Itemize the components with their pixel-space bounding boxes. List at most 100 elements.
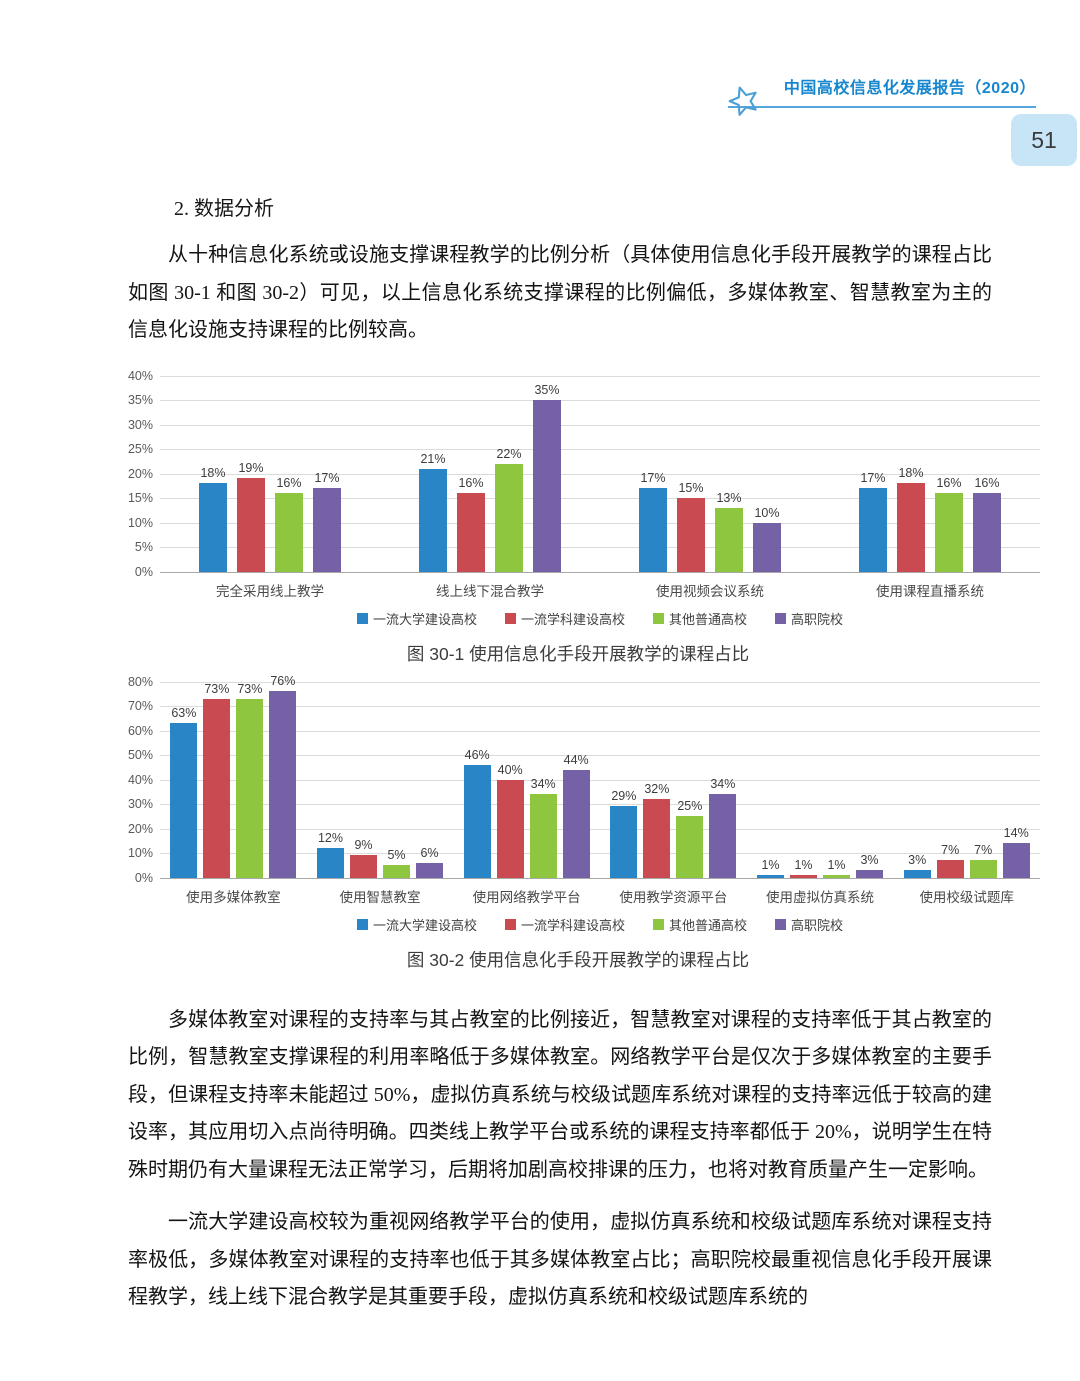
gridline [160,779,1040,781]
bar-wrap: 34% [709,682,737,878]
bar-wrap: 7% [969,682,997,878]
y-tick-label: 0% [134,564,153,579]
bar-value-label: 5% [387,848,406,863]
bar [823,875,851,878]
bar [643,799,671,878]
legend-item: 一流学科建设高校 [504,609,625,628]
bar-wrap: 44% [562,682,590,878]
bar-value-label: 14% [1003,826,1029,841]
bar-wrap: 21% [419,376,447,572]
bar-group: 12% 9% 5% 6% [307,682,454,878]
bar [936,860,964,878]
x-category-label: 完全采用线上教学 [216,583,324,599]
bar-value-label: 19% [238,461,264,476]
y-tick-label: 5% [134,540,153,554]
bar-value-label: 18% [898,466,924,481]
legend-label: 一流学科建设高校 [520,611,625,627]
bar-group: 21% 16% 22% 35% [380,376,600,572]
chart-body: 80% 70% 60% 50% 40% 30% 20% 10% 0% 63% 73% 73% 76% 12… [116,674,1040,934]
bar [496,779,524,878]
bar [495,463,523,572]
plot-column: 18% 19% 16% 17% 21% 16% 22% 35% 17% 15% 13% 10% 17% 1… [160,375,1040,628]
bar-wrap: 18% [199,376,227,572]
y-tick-label: 80% [127,674,153,689]
y-tick-label: 10% [127,846,153,860]
bar-value-label: 15% [678,481,704,495]
bar [203,698,231,878]
bar-wrap: 73% [203,682,231,878]
legend-label: 其他普通高校 [669,917,748,933]
y-tick-label: 10% [127,515,153,530]
bar [529,794,557,878]
legend-item: 一流大学建设高校 [356,915,477,934]
bar [715,507,743,572]
legend-swatch [653,918,664,930]
bar-wrap: 12% [317,682,344,878]
bar-wrap: 1% [823,682,851,878]
gridline [160,681,1040,683]
bar-wrap: 16% [935,376,963,572]
x-category-label: 使用网络教学平台 [472,889,581,905]
bar-wrap: 17% [313,376,341,572]
bar-value-label: 17% [314,471,340,486]
bar-value-label: 16% [974,476,1000,491]
legend-swatch [653,612,664,624]
bar-value-label: 46% [464,747,490,762]
bar [416,862,443,878]
bar-value-label: 16% [458,476,484,491]
legend-label: 一流学科建设高校 [520,917,625,933]
bar-groups: 63% 73% 73% 76% 12% 9% 5% 6% 46% 40% 34% 44% 29% 32% 2… [160,674,1040,878]
bar-wrap: 16% [457,376,485,572]
report-title: 中国高校信息化发展报告（2020） [783,80,1036,97]
bar [757,875,785,878]
paragraph-analysis-1: 多媒体教室对课程的支持率与其占教室的比例接近，智慧教室对课程的支持率低于其占教室… [128,1008,992,1181]
bar-wrap: 7% [936,682,964,878]
bar-wrap: 3% [856,682,884,878]
gridline [160,828,1040,830]
bar-wrap: 1% [757,682,785,878]
gridline [160,375,1040,377]
figure-30-1-caption: 图 30-1 使用信息化手段开展教学的课程占比 [406,643,750,664]
gridline [160,755,1040,756]
paragraph-intro: 从十种信息化系统或设施支撑课程教学的比例分析（具体使用信息化手段开展教学的课程占… [128,244,992,341]
bar-wrap: 32% [643,682,671,878]
bar-value-label: 16% [936,476,962,491]
bar-wrap: 63% [170,682,198,878]
y-tick-label: 30% [127,797,153,811]
y-axis: 40% 35% 30% 25% 20% 15% 10% 5% 0% [116,369,160,579]
bar-wrap: 9% [350,682,377,878]
bar-value-label: 34% [530,777,556,792]
bar [562,769,590,878]
legend-item: 其他普通高校 [653,609,747,628]
chart-body: 40% 35% 30% 25% 20% 15% 10% 5% 0% 18% 19% 16% 17% 21%… [116,369,1040,628]
bar [709,794,737,878]
bar [903,870,931,878]
legend-item: 其他普通高校 [653,915,747,934]
bar-group: 29% 32% 25% 34% [600,682,747,878]
y-tick-label: 25% [127,442,153,456]
y-tick-label: 35% [127,393,153,407]
bar [973,493,1001,572]
bar-value-label: 22% [496,446,522,461]
bar [856,870,884,878]
x-axis-labels: 完全采用线上教学 线上线下混合教学 使用视频会议系统 使用课程直播系统 [160,580,1040,600]
bar [677,498,705,572]
bar [275,493,303,572]
bar [935,493,963,572]
bar-value-label: 1% [794,858,813,873]
bar-wrap: 34% [529,682,557,878]
bar-wrap: 14% [1002,682,1030,878]
gridline [160,400,1040,401]
bar-wrap: 73% [236,682,264,878]
y-tick-label: 40% [127,368,153,383]
bar [457,493,485,572]
chart-plot: 63% 73% 73% 76% 12% 9% 5% 6% 46% 40% 34% 44% 29% 32% 2… [160,674,1040,879]
bar-wrap: 29% [610,682,638,878]
bar [610,806,638,878]
figure-30-2-caption: 图 30-2 使用信息化手段开展教学的课程占比 [406,949,750,970]
bar-groups: 18% 19% 16% 17% 21% 16% 22% 35% 17% 15% 13% 10% 17% 1… [160,376,1040,572]
legend-label: 高职院校 [791,917,844,933]
bar [463,764,491,878]
bar-value-label: 34% [710,777,736,792]
